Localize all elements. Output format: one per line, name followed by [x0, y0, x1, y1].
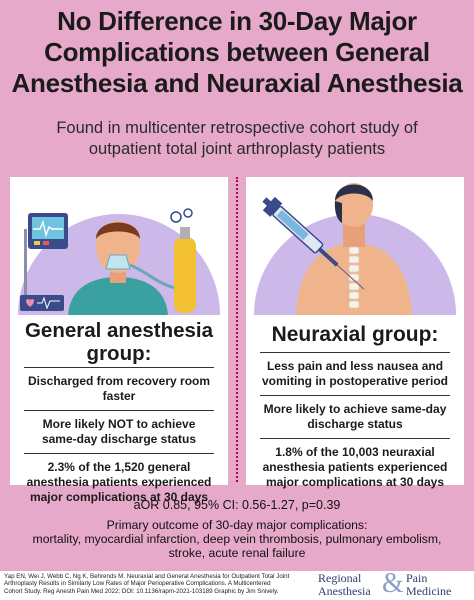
text-line: major complications at 30 days [29, 490, 209, 504]
page-subtitle: Found in multicenter retrospective cohor… [0, 118, 474, 160]
citation-line: Yap EN, Wei J, Webb C, Ng K, Behrends M.… [4, 573, 290, 580]
separator [260, 352, 450, 353]
title-line: Anesthesia and Neuraxial Anesthesia [11, 68, 463, 98]
citation: Yap EN, Wei J, Webb C, Ng K, Behrends M.… [4, 573, 304, 595]
center-divider [236, 177, 238, 482]
separator [24, 410, 214, 411]
neuraxial-card: Neuraxial group: Less pain and less naus… [246, 177, 464, 489]
text-segment: to achieve [133, 417, 196, 431]
text-segment: of the 10,003 neuraxial [302, 445, 435, 459]
citation-line: Cohort Study. Reg Anesth Pain Med 2022; … [4, 587, 279, 595]
spine-injection-illustration [254, 183, 456, 315]
logo-word: Medicine [406, 584, 452, 598]
text-line: anesthesia patients experienced [26, 475, 212, 489]
subtitle-line: Found in multicenter retrospective cohor… [56, 119, 418, 137]
text-line: More likely to achieve same-day [263, 402, 447, 416]
general-anesthesia-group-title: General anesthesia group: [10, 319, 228, 365]
text-line: same-day discharge status [41, 432, 197, 446]
separator [260, 395, 450, 396]
card-title-line: General anesthesia [24, 319, 213, 342]
general-anesthesia-details: General anesthesia group: Discharged fro… [10, 317, 228, 511]
general-anesthesia-card: General anesthesia group: Discharged fro… [10, 177, 228, 504]
title-line: Complications between General [44, 37, 430, 67]
separator [260, 438, 450, 439]
right-item-discharge: More likely to achieve same-day discharg… [246, 396, 464, 438]
text-line: Less pain and less nausea and [266, 359, 444, 373]
card-title-line: group: [86, 342, 152, 365]
subtitle-line: outpatient total joint arthroplasty pati… [88, 140, 386, 158]
logo-word: Pain [406, 571, 428, 585]
title-line: No Difference in 30-Day Major [57, 6, 417, 36]
text-segment: of the 1,520 general [74, 460, 191, 474]
logo-word: Regional [318, 571, 362, 585]
right-item-complications: 1.8% of the 10,003 neuraxial anesthesia … [246, 439, 464, 496]
adjusted-odds-ratio: aOR 0.85, 95% CI: 0.56-1.27, p=0.39 [133, 498, 341, 512]
neuraxial-group-title: Neuraxial group: [271, 323, 439, 346]
separator [24, 367, 214, 368]
citation-line: Arthroplasty Results in Similarly Low Ra… [4, 580, 271, 588]
neuraxial-complication-rate: 1.8% [275, 445, 303, 459]
logo-ampersand: & [382, 568, 404, 599]
outcome-line: mortality, myocardial infarction, deep v… [32, 532, 442, 546]
patient-with-oxygen-mask-illustration [18, 196, 220, 315]
outcome-line: stroke, acute renal failure [168, 546, 306, 560]
text-segment: More likely [42, 417, 108, 431]
text-line: vomiting in postoperative period [261, 374, 449, 388]
logo-word: Anesthesia [318, 584, 371, 598]
outcome-line: Primary outcome of 30-day major complica… [106, 518, 368, 532]
text-line: discharge status [307, 417, 403, 431]
left-item-recovery: Discharged from recovery room faster [27, 374, 211, 403]
right-item-pain: Less pain and less nausea and vomiting i… [246, 353, 464, 395]
footer: Yap EN, Wei J, Webb C, Ng K, Behrends M.… [0, 568, 474, 600]
emphasis-not: NOT [108, 417, 134, 431]
separator [24, 453, 214, 454]
left-item-complications: 2.3% of the 1,520 general anesthesia pat… [10, 454, 228, 511]
text-line: anesthesia patients experienced [262, 460, 448, 474]
journal-logo: Regional Anesthesia & Pain Medicine [318, 568, 470, 599]
text-line: major complications at 30 days [265, 475, 445, 489]
page-title: No Difference in 30-Day Major Complicati… [0, 6, 474, 99]
general-complication-rate: 2.3% [47, 460, 75, 474]
neuraxial-details: Neuraxial group: Less pain and less naus… [246, 317, 464, 496]
left-item-discharge: More likely NOT to achieve same-day disc… [10, 411, 228, 453]
statistics-block: aOR 0.85, 95% CI: 0.56-1.27, p=0.39 Prim… [0, 498, 474, 560]
